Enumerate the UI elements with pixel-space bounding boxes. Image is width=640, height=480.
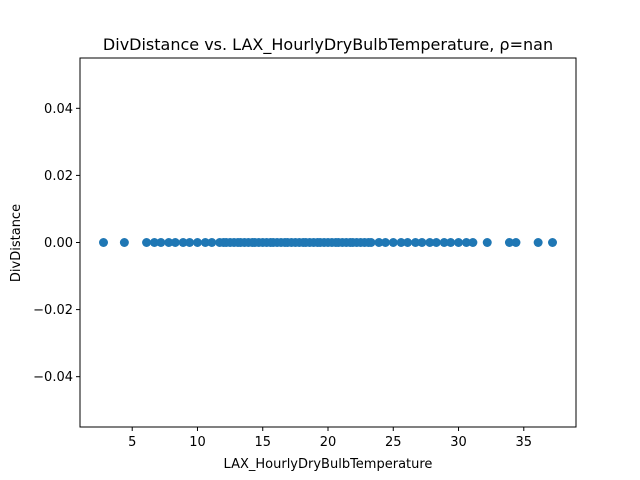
y-tick-label: −0.02 <box>33 303 73 318</box>
data-point <box>380 238 390 247</box>
x-axis-label: LAX_HourlyDryBulbTemperature <box>224 457 433 472</box>
data-point <box>410 238 420 247</box>
x-tick-label: 30 <box>450 435 467 450</box>
data-point <box>425 238 435 247</box>
data-point <box>149 238 159 247</box>
data-point <box>504 238 514 247</box>
data-point <box>533 238 543 247</box>
y-tick-label: 0.00 <box>44 236 73 251</box>
x-tick-label: 25 <box>385 435 402 450</box>
x-tick-label: 10 <box>189 435 206 450</box>
x-tick-label: 20 <box>320 435 337 450</box>
y-tick-label: 0.02 <box>44 169 73 184</box>
data-point <box>396 238 406 247</box>
data-point <box>461 238 471 247</box>
data-point <box>511 238 521 247</box>
data-point <box>178 238 188 247</box>
data-point <box>207 238 217 247</box>
data-point <box>439 238 449 247</box>
data-point <box>446 238 456 247</box>
y-tick-label: 0.04 <box>44 102 73 117</box>
data-point <box>417 238 427 247</box>
data-point <box>468 238 478 247</box>
chart-title: DivDistance vs. LAX_HourlyDryBulbTempera… <box>103 35 553 55</box>
y-axis-ticks: 0.04 0.02 0.00 −0.02 −0.04 <box>33 102 80 385</box>
data-point <box>119 238 129 247</box>
data-point <box>170 238 180 247</box>
data-point <box>403 238 413 247</box>
data-point <box>164 238 174 247</box>
data-point <box>374 238 384 247</box>
data-point <box>142 238 152 247</box>
x-tick-label: 5 <box>128 435 136 450</box>
data-point <box>548 238 558 247</box>
data-point <box>156 238 166 247</box>
plot-frame <box>79 57 577 428</box>
data-point <box>192 238 202 247</box>
x-axis-ticks: 5 10 15 20 25 30 35 <box>128 427 532 450</box>
data-point <box>366 238 376 247</box>
data-point <box>200 238 210 247</box>
data-point <box>454 238 464 247</box>
data-point <box>388 238 398 247</box>
data-points <box>98 238 558 247</box>
data-point <box>185 238 195 247</box>
x-tick-label: 35 <box>516 435 533 450</box>
data-point <box>98 238 108 247</box>
y-axis-label: DivDistance <box>9 204 24 282</box>
y-tick-label: −0.04 <box>33 370 73 385</box>
x-tick-label: 15 <box>254 435 271 450</box>
data-point <box>482 238 492 247</box>
data-point <box>431 238 441 247</box>
